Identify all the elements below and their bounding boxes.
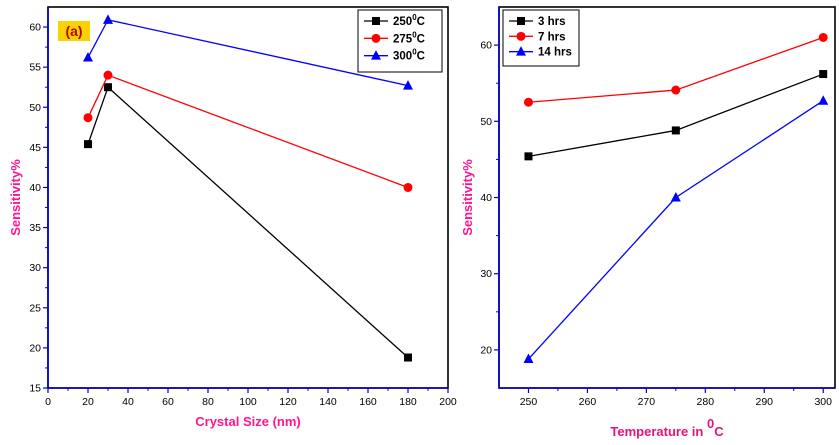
legend-label-sup: 0 bbox=[412, 48, 417, 57]
x-tick-label: 180 bbox=[399, 396, 417, 408]
x-axis-label-sup: 0 bbox=[703, 416, 714, 431]
y-tick-label: 50 bbox=[29, 102, 41, 114]
legend-label: 14 hrs bbox=[538, 47, 572, 59]
data-point-1-0 bbox=[523, 97, 533, 107]
y-tick-label: 60 bbox=[29, 22, 41, 34]
data-point-2-2 bbox=[818, 95, 829, 105]
y-tick-label: 40 bbox=[480, 192, 492, 204]
data-point-1-0 bbox=[83, 113, 93, 123]
legend-label-suffix: C bbox=[417, 16, 425, 28]
legend: 3 hrs 7 hrs 14 hrs bbox=[502, 9, 580, 67]
data-point-0-1 bbox=[671, 126, 680, 135]
legend-label-text: 275 bbox=[393, 33, 413, 45]
legend-label-sup: 0 bbox=[412, 13, 417, 22]
y-tick-label: 60 bbox=[480, 40, 492, 52]
x-tick-label: 200 bbox=[439, 396, 457, 408]
legend-label: 7 hrs bbox=[538, 31, 566, 43]
data-point-0-1 bbox=[104, 83, 112, 92]
legend-label-suffix: C bbox=[417, 51, 425, 63]
legend-marker bbox=[371, 33, 381, 43]
data-point-2-1 bbox=[103, 14, 113, 24]
legend-marker bbox=[516, 46, 526, 56]
y-tick-label: 20 bbox=[29, 342, 41, 354]
series-line-2 bbox=[527, 100, 824, 360]
y-tick-label: 25 bbox=[29, 302, 41, 314]
data-point-0-0 bbox=[524, 152, 533, 161]
y-axis-label: Sensitivity% bbox=[460, 159, 475, 236]
y-tick-label: 20 bbox=[480, 344, 492, 356]
data-point-1-2 bbox=[818, 32, 828, 42]
data-point-2-1 bbox=[670, 192, 681, 202]
x-axis-label-suffix: C bbox=[714, 424, 724, 439]
data-point-1-1 bbox=[103, 70, 113, 80]
x-tick-label: 120 bbox=[279, 396, 297, 408]
legend-label: 2750C bbox=[393, 30, 425, 45]
legend-marker bbox=[371, 50, 381, 60]
x-tick-label: 260 bbox=[579, 396, 597, 408]
y-tick-label: 30 bbox=[29, 262, 41, 274]
legend-label: 3 hrs bbox=[538, 16, 566, 28]
y-tick-label: 35 bbox=[29, 222, 41, 234]
legend-label-sup: 0 bbox=[412, 30, 417, 39]
data-point-0-0 bbox=[84, 140, 92, 149]
legend-box bbox=[502, 9, 580, 67]
x-tick-label: 280 bbox=[697, 396, 715, 408]
x-tick-label: 140 bbox=[319, 396, 337, 408]
x-axis-label-text: Temperature in bbox=[610, 424, 703, 439]
x-axis-label: Crystal Size (nm) bbox=[195, 414, 300, 429]
y-tick-label: 30 bbox=[480, 268, 492, 280]
legend-label-text: 250 bbox=[393, 16, 412, 28]
x-tick-label: 80 bbox=[202, 396, 214, 408]
x-tick-label: 20 bbox=[82, 396, 94, 408]
data-point-1-2 bbox=[403, 182, 413, 192]
x-tick-label: 160 bbox=[359, 396, 377, 408]
legend-label-text: 3 hrs bbox=[538, 16, 566, 28]
panel-label-bg bbox=[58, 21, 90, 41]
data-point-2-0 bbox=[83, 52, 93, 62]
data-point-0-2 bbox=[404, 353, 412, 362]
x-tick-label: 0 bbox=[45, 396, 51, 408]
x-tick-label: 40 bbox=[122, 396, 134, 408]
chart-panel-0: 0 20 40 60 80 100 120 140 160 180 200 15 20 25 30 35 40 4… bbox=[8, 6, 457, 429]
legend-label: 2500C bbox=[393, 13, 425, 28]
legend-label-text: 14 hrs bbox=[538, 47, 572, 59]
x-tick-label: 250 bbox=[520, 396, 538, 408]
x-tick-label: 290 bbox=[755, 396, 773, 408]
y-tick-label: 15 bbox=[29, 383, 41, 395]
x-tick-label: 100 bbox=[239, 396, 257, 408]
y-tick-label: 45 bbox=[29, 142, 41, 154]
y-tick-label: 50 bbox=[480, 116, 492, 128]
legend-label: 3000C bbox=[393, 48, 425, 63]
legend-marker bbox=[516, 31, 526, 41]
data-point-0-2 bbox=[819, 70, 828, 79]
legend-label-suffix: C bbox=[417, 33, 425, 45]
y-tick-label: 55 bbox=[29, 62, 41, 74]
legend-marker bbox=[517, 17, 525, 25]
x-tick-label: 270 bbox=[638, 396, 656, 408]
legend-marker bbox=[372, 17, 380, 25]
x-axis-label-text: Crystal Size (nm) bbox=[195, 414, 300, 429]
data-point-2-2 bbox=[403, 80, 413, 90]
y-tick-label: 40 bbox=[29, 182, 41, 194]
y-axis-label: Sensitivity% bbox=[8, 159, 23, 236]
data-point-1-1 bbox=[671, 85, 681, 95]
legend-label-text: 300 bbox=[393, 51, 412, 63]
x-axis-label: Temperature in 0C bbox=[610, 416, 724, 439]
data-point-2-0 bbox=[523, 353, 534, 364]
panel-label-text: (a) bbox=[65, 23, 82, 39]
panel-label: (a) bbox=[58, 21, 90, 41]
x-tick-label: 60 bbox=[162, 396, 174, 408]
legend-label-text: 7 hrs bbox=[538, 31, 566, 43]
x-tick-label: 300 bbox=[814, 396, 832, 408]
series-line-1 bbox=[87, 74, 409, 189]
